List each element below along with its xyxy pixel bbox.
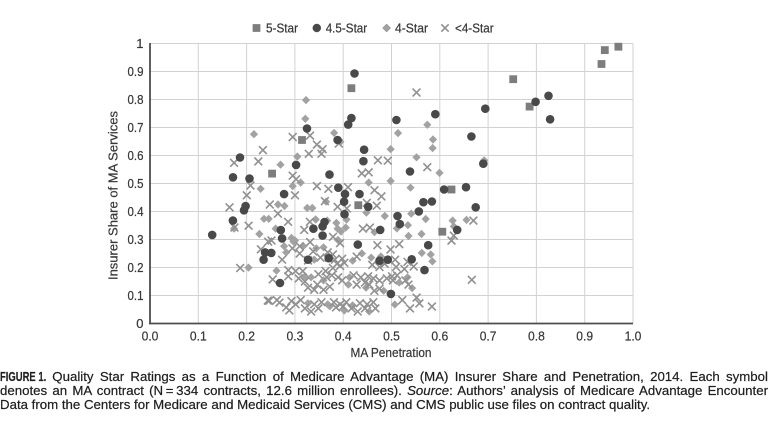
svg-text:1: 1: [136, 36, 143, 51]
svg-text:0.2: 0.2: [238, 329, 255, 344]
svg-text:0.6: 0.6: [431, 329, 448, 344]
svg-text:0.5: 0.5: [128, 176, 144, 191]
svg-text:0.9: 0.9: [576, 329, 593, 344]
svg-text:0.1: 0.1: [190, 329, 207, 344]
svg-text:0.0: 0.0: [142, 329, 159, 344]
svg-text:0.3: 0.3: [128, 232, 144, 247]
svg-text:<4-Star: <4-Star: [455, 21, 494, 36]
svg-text:0.6: 0.6: [128, 148, 144, 163]
svg-text:0.8: 0.8: [128, 92, 144, 107]
svg-text:4.5-Star: 4.5-Star: [326, 21, 368, 36]
svg-text:0.5: 0.5: [383, 329, 400, 344]
svg-text:0.9: 0.9: [128, 64, 144, 79]
svg-text:0.4: 0.4: [128, 204, 144, 219]
svg-text:0.3: 0.3: [287, 329, 304, 344]
svg-text:5-Star: 5-Star: [266, 21, 299, 36]
svg-text:0: 0: [136, 316, 143, 331]
svg-text:Insurer Share of MA Services: Insurer Share of MA Services: [106, 110, 121, 280]
svg-text:MA Penetration: MA Penetration: [351, 345, 432, 360]
svg-text:0.2: 0.2: [128, 260, 144, 275]
svg-text:0.8: 0.8: [528, 329, 545, 344]
svg-text:0.7: 0.7: [128, 120, 144, 135]
svg-text:4-Star: 4-Star: [395, 21, 429, 36]
svg-text:1.0: 1.0: [625, 329, 642, 344]
svg-text:0.4: 0.4: [335, 329, 352, 344]
svg-text:0.1: 0.1: [128, 288, 144, 303]
svg-text:0.7: 0.7: [480, 329, 497, 344]
